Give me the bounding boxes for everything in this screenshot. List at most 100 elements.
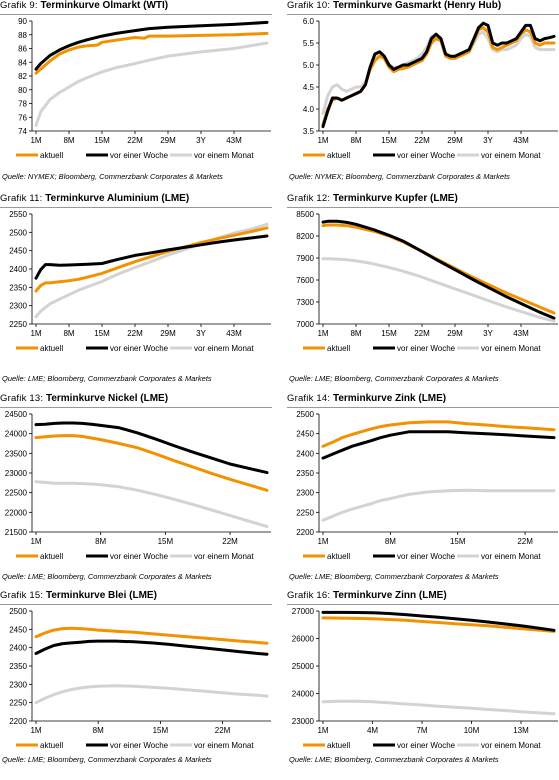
y-tick-label: 2500 xyxy=(296,410,314,419)
series-line-vor-einem-monat xyxy=(34,684,269,705)
y-tick-label: 25000 xyxy=(292,662,315,671)
legend-label: aktuell xyxy=(40,151,63,160)
chart-title-prefix: Grafik 12: xyxy=(287,193,331,204)
x-tick-label: 43M xyxy=(226,136,242,145)
y-tick-label: 2450 xyxy=(9,625,27,634)
x-tick-label: 1M xyxy=(30,537,41,546)
legend-label: aktuell xyxy=(327,741,350,750)
x-tick-label: 8M xyxy=(93,726,104,735)
y-tick-label: 2350 xyxy=(9,662,27,671)
y-tick-label: 2300 xyxy=(9,302,27,311)
x-tick-label: 1M xyxy=(317,329,328,338)
series-line-vor-einem-monat xyxy=(321,488,556,522)
chart-panel-c15: Grafik 15: Terminkurve Blei (LME) 2200 22… xyxy=(0,590,272,780)
y-tick-label: 22500 xyxy=(5,489,28,498)
y-tick-label: 2400 xyxy=(9,644,27,653)
chart-title: Grafik 12: Terminkurve Kupfer (LME) xyxy=(287,193,458,204)
x-tick-label: 15M xyxy=(94,136,110,145)
chart-panel-c14: Grafik 14: Terminkurve Zink (LME) 2200 22… xyxy=(287,393,559,583)
legend-label: vor einem Monat xyxy=(194,151,254,160)
y-tick-label: 7900 xyxy=(296,254,314,263)
chart-source: Quelle: LME; Bloomberg, Commerzbank Corp… xyxy=(2,572,212,581)
y-tick-label: 2400 xyxy=(296,449,314,458)
legend-label: vor einer Woche xyxy=(397,151,456,160)
title-divider xyxy=(0,604,272,605)
x-tick-label: 10M xyxy=(464,726,480,735)
chart-svg-c15: 2200 2250 2300 2350 2400 2450 2500 1M 8M 15M 22M ak… xyxy=(9,607,271,750)
x-tick-label: 15M xyxy=(381,329,397,338)
legend-label: aktuell xyxy=(327,344,350,353)
legend-label: vor einer Woche xyxy=(110,552,169,561)
x-tick-label: 22M xyxy=(215,726,231,735)
chart-title: Grafik 14: Terminkurve Zink (LME) xyxy=(287,393,446,404)
x-tick-label: 3Y xyxy=(196,136,206,145)
series-line-aktuell xyxy=(34,434,269,492)
y-tick-label: 24000 xyxy=(5,430,28,439)
y-tick-label: 4.0 xyxy=(303,105,315,114)
chart-source: Quelle: NYMEX; Bloomberg, Commerzbank Co… xyxy=(289,172,510,181)
chart-title-main: Terminkurve Nickel (LME) xyxy=(45,393,169,404)
legend-label: vor einer Woche xyxy=(110,151,169,160)
chart-title: Grafik 9: Terminkurve Olmarkt (WTI) xyxy=(0,0,168,11)
x-tick-label: 7M xyxy=(416,726,427,735)
y-tick-label: 22000 xyxy=(5,508,28,517)
x-tick-label: 8M xyxy=(350,136,361,145)
x-tick-label: 43M xyxy=(226,329,242,338)
series-line-vor-einer-woche xyxy=(321,219,556,320)
x-tick-label: 29M xyxy=(160,136,176,145)
x-tick-label: 3Y xyxy=(483,329,493,338)
series-line-vor-einem-monat xyxy=(34,480,269,528)
x-tick-label: 29M xyxy=(447,136,463,145)
y-tick-label: 21500 xyxy=(5,528,28,537)
x-tick-label: 1M xyxy=(30,329,41,338)
y-tick-label: 78 xyxy=(18,100,27,109)
y-tick-label: 5.0 xyxy=(303,61,315,70)
chart-title-main: Terminkurve Aluminium (LME) xyxy=(45,193,190,204)
y-tick-label: 5.5 xyxy=(303,39,315,48)
chart-title-prefix: Grafik 9: xyxy=(0,0,38,11)
x-tick-label: 29M xyxy=(160,329,176,338)
y-tick-label: 2200 xyxy=(9,717,27,726)
chart-title-prefix: Grafik 11: xyxy=(0,193,43,204)
series-line-aktuell xyxy=(34,626,269,645)
y-tick-label: 86 xyxy=(18,45,27,54)
legend-label: vor einem Monat xyxy=(194,552,254,561)
title-divider xyxy=(287,604,559,605)
legend-label: vor einer Woche xyxy=(110,741,169,750)
title-divider xyxy=(0,207,272,208)
series-line-vor-einem-monat xyxy=(321,699,556,716)
chart-svg-c13: 21500 22000 22500 23000 23500 24000 24500 1M 8M 1… xyxy=(5,410,271,561)
y-tick-label: 7300 xyxy=(296,298,314,307)
series-line-aktuell xyxy=(34,31,269,75)
x-tick-label: 1M xyxy=(30,136,41,145)
chart-source: Quelle: LME; Bloomberg, Commerzbank Corp… xyxy=(2,755,212,764)
y-tick-label: 2250 xyxy=(296,508,314,517)
x-tick-label: 1M xyxy=(317,726,328,735)
legend-label: vor einem Monat xyxy=(481,151,541,160)
legend-label: vor einem Monat xyxy=(481,344,541,353)
legend-label: vor einer Woche xyxy=(397,741,456,750)
chart-svg-c9: 74 76 78 80 82 84 86 88 90 1M 8M 15M 22M 29M 3Y 43M aktu… xyxy=(16,17,271,160)
x-tick-label: 15M xyxy=(450,537,466,546)
chart-panel-c11: Grafik 11: Terminkurve Aluminium (LME) 2… xyxy=(0,193,272,383)
series-line-vor-einer-woche xyxy=(34,20,269,71)
chart-panel-c9: Grafik 9: Terminkurve Olmarkt (WTI) 74 76… xyxy=(0,0,272,190)
chart-title: Grafik 11: Terminkurve Aluminium (LME) xyxy=(0,193,189,204)
y-tick-label: 2300 xyxy=(296,489,314,498)
chart-title-prefix: Grafik 15: xyxy=(0,590,44,601)
title-divider xyxy=(0,14,272,15)
x-tick-label: 22M xyxy=(127,329,143,338)
y-tick-label: 76 xyxy=(18,113,27,122)
x-tick-label: 8M xyxy=(63,136,74,145)
title-divider xyxy=(287,407,559,408)
chart-panel-c12: Grafik 12: Terminkurve Kupfer (LME) 7000… xyxy=(287,193,559,383)
chart-title-main: Terminkurve Zinn (LME) xyxy=(332,590,447,601)
legend-label: aktuell xyxy=(40,552,63,561)
y-tick-label: 8500 xyxy=(296,210,314,219)
y-tick-label: 2450 xyxy=(296,430,314,439)
series-line-aktuell xyxy=(321,223,556,315)
legend-label: aktuell xyxy=(327,151,350,160)
chart-title-main: Terminkurve Olmarkt (WTI) xyxy=(40,0,169,11)
title-divider xyxy=(287,14,559,15)
x-tick-label: 1M xyxy=(317,136,328,145)
